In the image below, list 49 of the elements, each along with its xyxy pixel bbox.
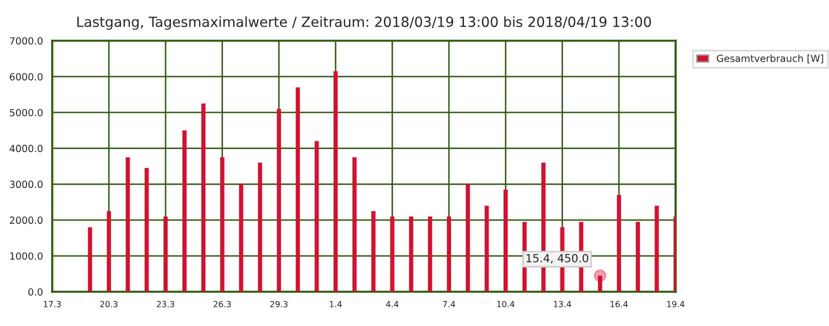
- bar: [636, 222, 640, 292]
- bar: [163, 216, 168, 292]
- x-tick-label: 17.3: [44, 300, 61, 308]
- bar: [276, 108, 281, 292]
- bar: [334, 71, 338, 292]
- bar: [126, 157, 130, 292]
- bar: [144, 168, 149, 292]
- y-tick-label: 4000.0: [10, 144, 43, 152]
- y-tick-label: 6000.0: [10, 73, 43, 80]
- bar: [484, 206, 489, 292]
- x-tick-label: 13.4: [554, 300, 572, 308]
- x-tick-label: 23.3: [156, 300, 174, 308]
- bar: [428, 216, 432, 292]
- bar: [239, 184, 244, 292]
- x-tick-label: 19.4: [667, 300, 684, 308]
- x-tick-label: 20.3: [100, 300, 118, 308]
- bar: [616, 194, 622, 292]
- bar: [296, 87, 300, 292]
- y-tick-label: 5000.0: [10, 108, 43, 116]
- chart-title: Lastgang, Tagesmaximalwerte / Zeitraum: 2018/03/19 13:00 bis 2018/04/19 13:00: [77, 16, 651, 30]
- bar: [466, 184, 470, 292]
- x-tick-label: 1.4: [330, 301, 342, 308]
- bar: [182, 130, 187, 292]
- x-tick-label: 29.3: [270, 300, 288, 308]
- y-tick-label: 1000.0: [10, 252, 43, 260]
- annotation: 15.4, 450.0: [526, 254, 588, 264]
- bar: [504, 190, 508, 292]
- bar: [371, 211, 376, 292]
- x-tick-label: 4.4: [386, 301, 398, 308]
- bar: [446, 216, 452, 292]
- bar: [88, 227, 92, 292]
- bar: [654, 206, 659, 292]
- bar: [258, 162, 262, 292]
- y-tick-label: 2000.0: [10, 216, 43, 224]
- legend-label: Gesamtverbrauch [W]: [716, 54, 824, 64]
- bar: [220, 157, 224, 292]
- y-tick-label: 7000.0: [10, 37, 43, 45]
- y-tick-label: 0.0: [28, 288, 43, 296]
- x-tick-label: 26.3: [214, 300, 231, 308]
- bar: [106, 211, 111, 292]
- bar: [409, 216, 414, 292]
- x-tick-label: 7.4: [443, 301, 456, 308]
- y-tick-label: 3000.0: [10, 180, 43, 188]
- bar: [352, 157, 357, 292]
- x-tick-label: 16.4: [610, 300, 628, 308]
- x-tick-label: 10.4: [497, 300, 514, 308]
- bar: [390, 216, 394, 292]
- bar: [201, 104, 206, 292]
- bar: [314, 141, 319, 292]
